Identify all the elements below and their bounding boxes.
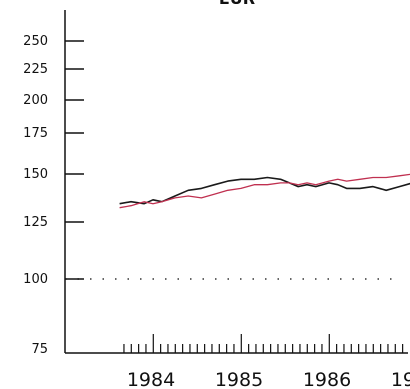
y-tick-label: 150 bbox=[23, 167, 48, 182]
x-tick-label: 1986 bbox=[303, 369, 351, 389]
x-tick-label: 1987 bbox=[391, 369, 410, 389]
chart-title: EUR bbox=[219, 0, 255, 8]
series-line-2 bbox=[119, 173, 410, 209]
y-axis-ticks: 250 225 200 175 150 125 100 75 bbox=[23, 34, 84, 357]
series-line-1 bbox=[119, 176, 410, 205]
x-tick-label: 1985 bbox=[215, 369, 263, 389]
y-tick-label: 100 bbox=[23, 272, 48, 287]
y-tick-label: 250 bbox=[23, 34, 48, 49]
x-tick-label: 1984 bbox=[127, 369, 175, 389]
y-tick-label: 75 bbox=[31, 342, 48, 357]
y-tick-label: 200 bbox=[23, 93, 48, 108]
y-tick-label: 225 bbox=[23, 62, 48, 77]
y-tick-label: 125 bbox=[23, 215, 48, 230]
x-axis-ticks: 1984 1985 1986 1987 bbox=[123, 334, 410, 389]
series-layer bbox=[119, 173, 410, 209]
y-tick-label: 175 bbox=[23, 126, 48, 141]
